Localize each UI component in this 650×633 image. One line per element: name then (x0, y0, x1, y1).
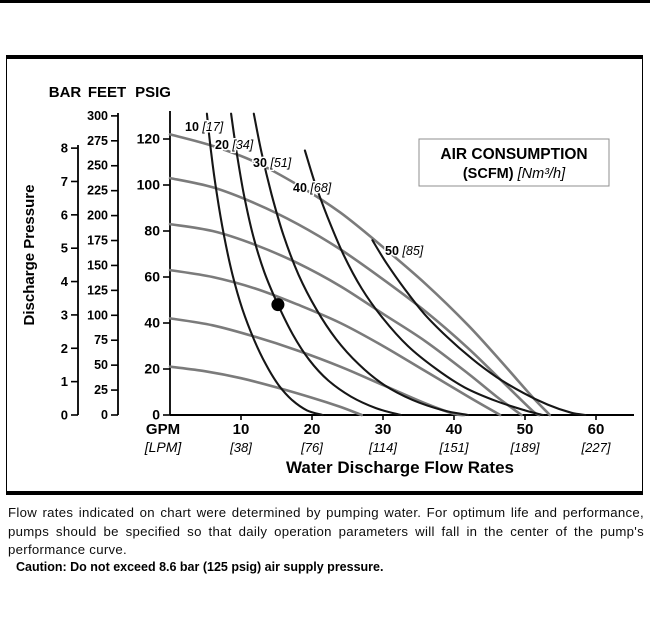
axis-header-feet: FEET (88, 84, 126, 101)
lpm-tick-label: [114] (368, 440, 397, 455)
feet-tick-label: 125 (87, 283, 108, 297)
operating-point-dot (271, 298, 285, 312)
air-curve-label-50: 50 [85] (385, 244, 424, 258)
feet-tick-label: 300 (87, 109, 108, 123)
gpm-tick-label: 60 (588, 421, 605, 438)
axis-header-psig: PSIG (135, 84, 171, 101)
pump-curve-60psig (168, 268, 502, 417)
x-axis-unit-primary: GPM (146, 421, 180, 438)
gpm-tick-label: 50 (517, 421, 534, 438)
feet-tick-label: 200 (87, 209, 108, 223)
psig-tick-label: 100 (137, 177, 161, 193)
lpm-tick-label: [76] (300, 440, 323, 455)
air-curve-label-10: 10 [17] (185, 120, 224, 134)
air-curve-label-30: 30 [51] (253, 156, 292, 170)
air-curve-label-40: 40 [68] (293, 181, 332, 195)
bar-tick-label: 0 (61, 408, 68, 423)
bar-tick-label: 8 (61, 141, 68, 156)
feet-tick-label: 275 (87, 134, 108, 148)
air-consumption-box (418, 138, 610, 187)
air-curve-10scfm (205, 112, 324, 417)
psig-tick-label: 60 (144, 269, 160, 285)
pump-curve-120psig (168, 133, 552, 417)
bar-tick-label: 5 (61, 241, 68, 256)
bar-tick-label: 1 (61, 374, 68, 389)
y-axis-title: Discharge Pressure (21, 185, 38, 326)
lpm-tick-label: [151] (439, 440, 469, 455)
x-axis-title: Water Discharge Flow Rates (286, 458, 514, 477)
psig-tick-label: 120 (137, 131, 161, 147)
lpm-tick-label: [189] (510, 440, 540, 455)
bar-tick-label: 2 (61, 341, 68, 356)
feet-tick-label: 0 (101, 408, 108, 422)
axis-header-bar: BAR (49, 84, 82, 101)
gpm-tick-label: 20 (304, 421, 321, 438)
top-rule (0, 0, 650, 3)
caution-note: Caution: Do not exceed 8.6 bar (125 psig… (16, 560, 384, 574)
gpm-tick-label: 10 (233, 421, 250, 438)
psig-tick-label: 0 (152, 407, 160, 423)
pump-curve-80psig (168, 222, 523, 417)
bar-tick-label: 4 (61, 274, 69, 289)
air-curve-30scfm (252, 112, 470, 417)
gpm-tick-label: 30 (375, 421, 392, 438)
psig-tick-label: 80 (144, 223, 160, 239)
chart-title-units: (SCFM) [Nm³/h] (463, 166, 566, 182)
feet-tick-label: 150 (87, 258, 108, 272)
air-curve-40scfm (303, 149, 544, 417)
pump-curve-100psig (168, 176, 541, 417)
bar-tick-label: 7 (61, 174, 68, 189)
air-curve-label-20: 20 [34] (215, 138, 254, 152)
air-curve-50scfm (371, 239, 587, 417)
feet-tick-label: 25 (94, 383, 108, 397)
bar-tick-label: 3 (61, 307, 68, 322)
feet-tick-label: 100 (87, 308, 108, 322)
lpm-tick-label: [227] (581, 440, 611, 455)
bar-tick-label: 6 (61, 207, 68, 222)
air-curve-20scfm (230, 112, 402, 417)
chart-title: AIR CONSUMPTION (440, 146, 587, 163)
x-axis-unit-secondary: [LPM] (144, 439, 183, 455)
psig-tick-label: 40 (144, 315, 160, 331)
gpm-tick-label: 40 (446, 421, 463, 438)
psig-tick-label: 20 (144, 361, 160, 377)
feet-tick-label: 175 (87, 234, 108, 248)
feet-tick-label: 50 (94, 358, 108, 372)
feet-tick-label: 225 (87, 184, 108, 198)
feet-tick-label: 75 (94, 333, 108, 347)
pump-curve-20psig (168, 365, 363, 417)
footer-note: Flow rates indicated on chart were deter… (8, 505, 644, 558)
lpm-tick-label: [38] (229, 440, 252, 455)
chart-figure: BAR FEET PSIG Discharge Pressure 0 1 2 3 4 5 6 7 8 0 2… (6, 55, 643, 495)
feet-tick-label: 250 (87, 159, 108, 173)
